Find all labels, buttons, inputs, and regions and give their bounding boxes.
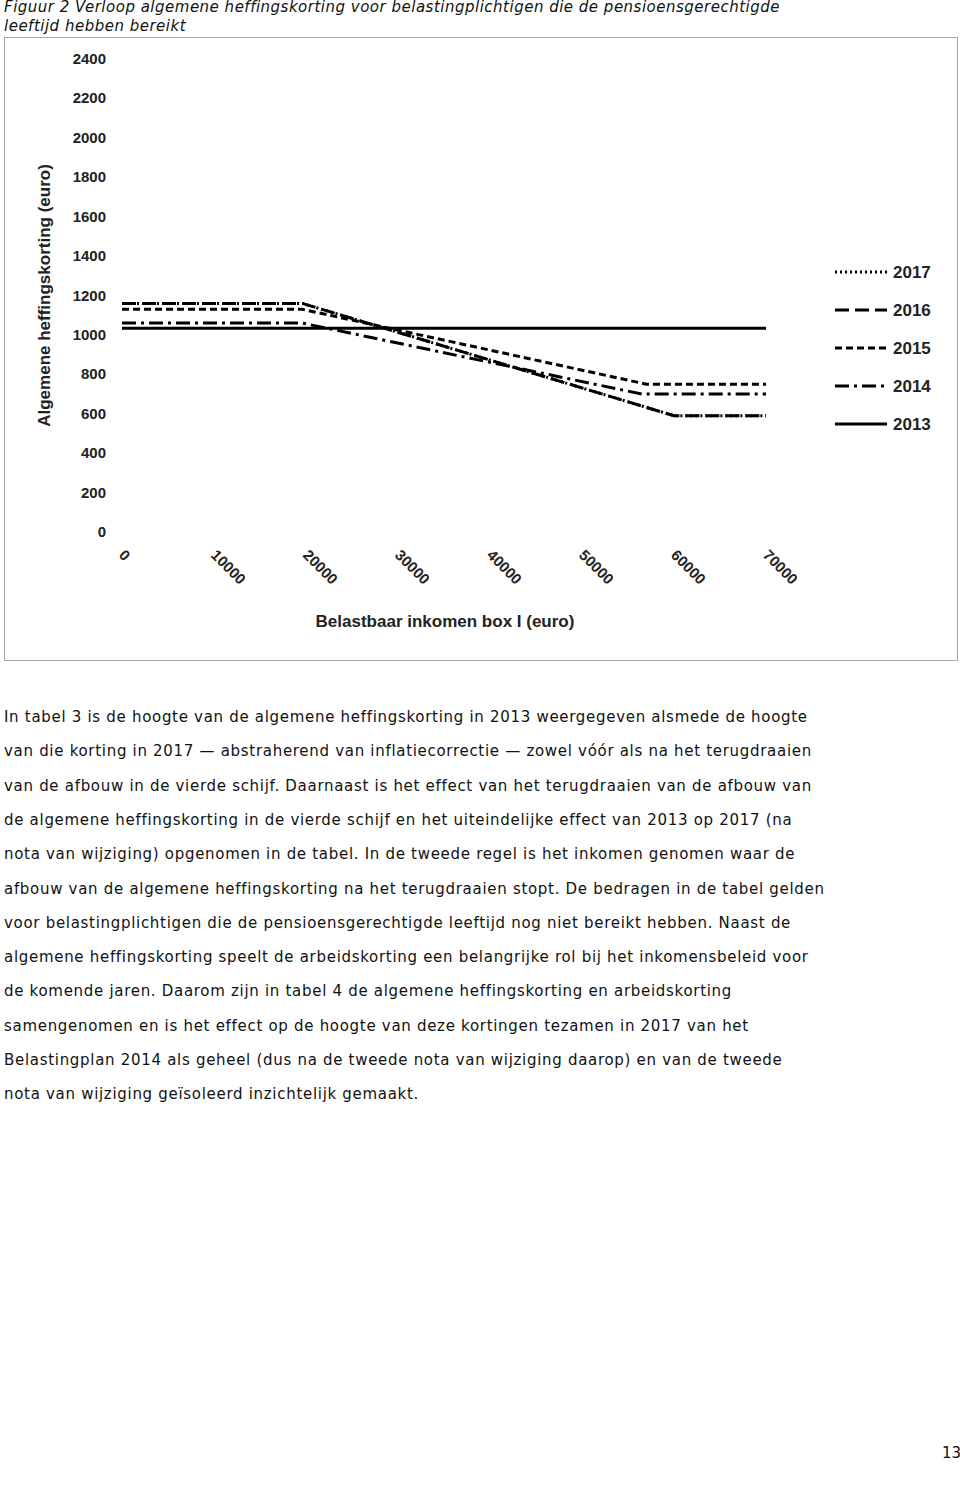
paragraph-line: samengenomen en is het effect op de hoog… [4,1017,749,1035]
paragraph-line: In tabel 3 is de hoogte van de algemene … [4,708,808,726]
x-tick-label: 40000 [484,546,526,588]
legend-swatch [835,309,887,312]
paragraph-line: afbouw van de algemene heffingskorting n… [4,880,825,898]
plot-area [122,303,766,415]
paragraph-line: Belastingplan 2014 als geheel (dus na de… [4,1051,783,1069]
legend-swatch [835,347,887,350]
x-tick-label: 60000 [668,546,710,588]
legend-label: 2016 [893,301,931,320]
legend-label: 2013 [893,415,931,434]
y-tick-label: 1200 [73,287,106,304]
paragraph-line: nota van wijziging) opgenomen in de tabe… [4,845,795,863]
caption: Figuur 2 Verloop algemene heffingskortin… [4,0,780,16]
legend-label: 2017 [893,263,931,282]
y-tick-label: 2000 [73,129,106,146]
caption: leeftijd hebben bereikt [4,17,186,35]
x-tick-label: 30000 [392,546,434,588]
chart-frame [5,38,958,661]
paragraph-line: algemene heffingskorting speelt de arbei… [4,948,809,966]
y-tick-label: 800 [81,365,106,382]
legend-label: 2014 [893,377,931,396]
series-line [122,327,766,330]
y-tick-label: 2200 [73,89,106,106]
x-tick-label: 0 [116,546,134,564]
y-tick-label: 0 [98,523,106,540]
paragraph-line: de algemene heffingskorting in de vierde… [4,811,792,829]
paragraph-line: van de afbouw in de vierde schijf. Daarn… [4,777,812,795]
y-tick-label: 200 [81,484,106,501]
y-tick-label: 1400 [73,247,106,264]
y-tick-label: 400 [81,444,106,461]
legend-swatch [835,271,887,274]
legend-swatch [835,385,887,388]
y-tick-label: 1000 [73,326,106,343]
paragraph-line: de komende jaren. Daarom zijn in tabel 4… [4,982,732,1000]
x-tick-label: 10000 [208,546,250,588]
series-line [122,303,766,415]
paragraph-line: van die korting in 2017 — abstraherend v… [4,742,812,760]
series-line [122,303,766,415]
y-tick-label: 2400 [73,50,106,67]
x-axis-title: Belastbaar inkomen box I (euro) [316,612,575,631]
x-tick-label: 70000 [760,546,802,588]
page-number: 13 [942,1444,960,1462]
y-tick-label: 1600 [73,208,106,225]
y-axis-title: Algemene heffingskorting (euro) [35,164,54,427]
y-tick-label: 600 [81,405,106,422]
legend-label: 2015 [893,339,931,358]
chart: 0 200 400 600 800 1000 1200 1400 1600 1800 2000 220… [0,0,960,664]
x-tick-label: 20000 [300,546,342,588]
paragraph-line: nota van wijziging geïsoleerd inzichteli… [4,1085,419,1103]
y-tick-label: 1800 [73,168,106,185]
paragraph-line: voor belastingplichtigen die de pensioen… [4,914,791,932]
x-tick-label: 50000 [576,546,618,588]
legend-swatch [835,423,887,426]
